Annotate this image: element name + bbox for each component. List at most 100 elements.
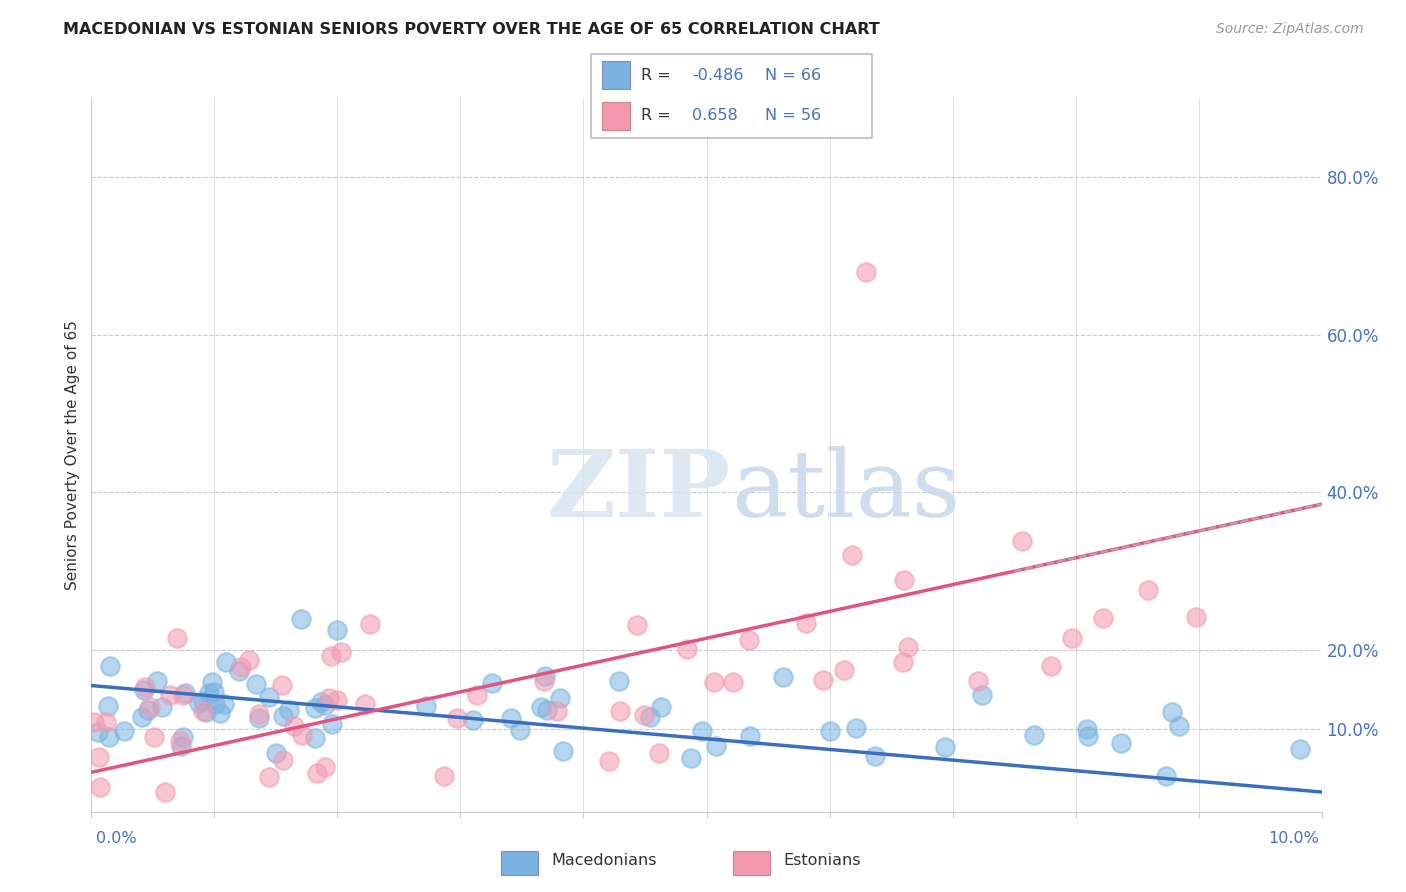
Point: [143, 730, 166, 744]
Point: [204, 697, 226, 711]
Point: [934, 740, 956, 755]
Point: [633, 707, 655, 722]
Point: [271, 709, 294, 723]
Point: [1022, 728, 1045, 742]
Point: [321, 717, 343, 731]
Point: [1060, 631, 1083, 645]
Point: [291, 728, 314, 742]
Point: [259, 690, 281, 705]
Text: R =: R =: [641, 108, 676, 123]
Point: [1288, 741, 1310, 756]
Point: [415, 698, 437, 713]
Point: [1077, 729, 1099, 743]
Point: [676, 642, 699, 657]
Point: [172, 689, 194, 703]
Point: [283, 719, 305, 733]
Point: [314, 760, 336, 774]
Bar: [602, 102, 630, 130]
Point: [159, 689, 181, 703]
Point: [967, 673, 990, 688]
Point: [257, 770, 280, 784]
Point: [83, 714, 105, 729]
Point: [188, 696, 211, 710]
Point: [209, 706, 232, 720]
Text: N = 56: N = 56: [765, 108, 821, 123]
Text: 0.658: 0.658: [692, 108, 738, 123]
Point: [309, 695, 332, 709]
Point: [1011, 533, 1033, 548]
Point: [1154, 769, 1177, 783]
Point: [231, 660, 253, 674]
Point: [134, 681, 156, 695]
Point: [174, 685, 197, 699]
Point: [841, 548, 863, 562]
Point: [893, 655, 915, 669]
Point: [170, 739, 193, 753]
Point: [172, 730, 194, 744]
Point: [607, 674, 630, 689]
Point: [533, 674, 555, 689]
FancyBboxPatch shape: [591, 54, 872, 138]
Y-axis label: Seniors Poverty Over the Age of 65: Seniors Poverty Over the Age of 65: [65, 320, 80, 590]
Point: [191, 704, 214, 718]
Point: [509, 723, 531, 737]
Point: [153, 785, 176, 799]
Point: [290, 611, 312, 625]
Point: [304, 701, 326, 715]
Point: [465, 689, 488, 703]
Point: [247, 711, 270, 725]
Point: [536, 703, 558, 717]
Point: [834, 663, 856, 677]
Point: [169, 733, 191, 747]
Point: [112, 723, 135, 738]
Point: [738, 632, 761, 647]
Point: [98, 730, 121, 744]
Point: [1039, 658, 1063, 673]
Point: [326, 692, 349, 706]
Point: [1161, 705, 1184, 719]
Point: [201, 674, 224, 689]
Point: [247, 706, 270, 721]
Point: [481, 676, 503, 690]
Point: [818, 724, 841, 739]
Point: [131, 710, 153, 724]
Point: [245, 677, 267, 691]
Point: [690, 724, 713, 739]
Point: [598, 754, 620, 768]
Point: [271, 678, 294, 692]
Text: Source: ZipAtlas.com: Source: ZipAtlas.com: [1216, 22, 1364, 37]
Text: Estonians: Estonians: [783, 854, 860, 868]
Point: [681, 750, 703, 764]
Point: [548, 691, 571, 706]
Point: [139, 700, 162, 714]
Point: [202, 684, 225, 698]
Point: [704, 739, 727, 753]
Point: [228, 664, 250, 678]
Point: [359, 617, 381, 632]
Point: [703, 675, 725, 690]
Point: [319, 648, 342, 663]
Point: [893, 573, 915, 587]
Point: [146, 674, 169, 689]
Point: [136, 703, 159, 717]
Point: [238, 653, 260, 667]
Point: [98, 658, 121, 673]
Point: [970, 688, 993, 702]
Bar: [733, 851, 770, 875]
Point: [609, 704, 631, 718]
Point: [195, 706, 218, 720]
Point: [326, 624, 349, 638]
Text: Macedonians: Macedonians: [551, 854, 657, 868]
Point: [626, 618, 648, 632]
Point: [212, 698, 235, 712]
Point: [1167, 719, 1189, 733]
Point: [166, 631, 188, 645]
Text: atlas: atlas: [731, 446, 960, 535]
Point: [446, 711, 468, 725]
Point: [863, 749, 886, 764]
Point: [330, 644, 353, 658]
Point: [845, 721, 868, 735]
Point: [638, 710, 661, 724]
Point: [86, 724, 108, 739]
Point: [89, 780, 111, 795]
